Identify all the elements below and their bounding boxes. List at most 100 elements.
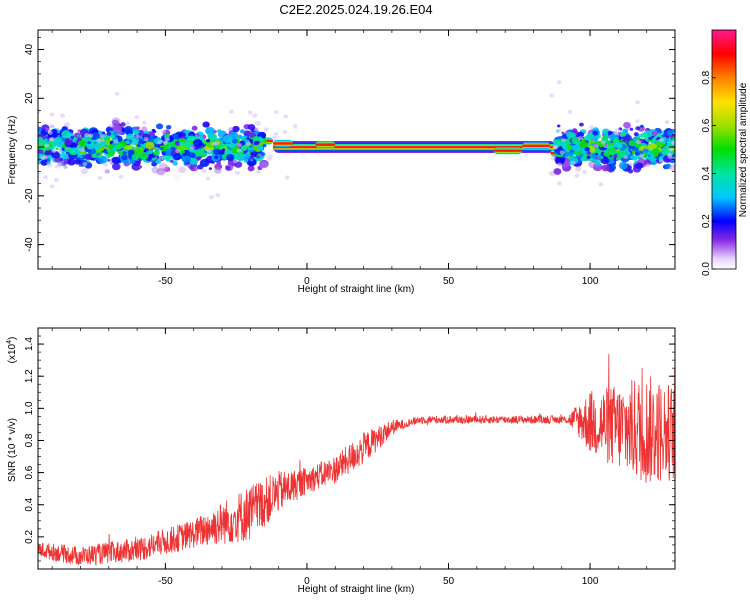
spectral-point [225, 149, 233, 156]
spectral-point [613, 141, 623, 149]
spectral-point [668, 147, 674, 152]
spectral-point [70, 135, 75, 139]
spectral-point [648, 136, 653, 141]
spectral-step [315, 143, 336, 146]
spectral-point [213, 155, 219, 160]
y-tick-label: -40 [24, 237, 35, 252]
spectral-point [81, 168, 88, 175]
spectral-point [132, 129, 140, 136]
spectral-point [556, 128, 562, 133]
spectral-point [672, 136, 675, 141]
spectral-point [113, 139, 119, 144]
spectral-point [77, 145, 81, 149]
y-tick-label: 1.0 [24, 401, 35, 415]
snr-y-label: SNR (10 * v/v) [7, 418, 18, 482]
spectral-point [232, 159, 238, 164]
colorbar: 0.0 0.2 0.4 0.6 0.8 Normalized spectral ampl… [701, 29, 749, 276]
spectral-point [667, 154, 673, 159]
spectral-point [260, 152, 266, 157]
spectral-point [79, 147, 85, 152]
spectral-point [613, 131, 619, 136]
spectral-point [135, 134, 141, 139]
spectral-point [252, 136, 260, 142]
spectral-point [138, 165, 143, 169]
spectral-point [188, 152, 196, 159]
spectral-point [106, 131, 112, 136]
spectral-point [215, 193, 221, 198]
spectral-point [663, 136, 667, 140]
spectral-point [243, 158, 249, 163]
spectral-point [574, 173, 580, 178]
spectral-point [640, 124, 644, 128]
spectral-band [272, 146, 557, 148]
spectral-point [172, 174, 181, 181]
spectral-point [126, 133, 135, 141]
spectral-point [628, 162, 634, 167]
spectral-point [292, 124, 298, 129]
spectral-point [575, 166, 582, 172]
colorbar-tick-label: 0.6 [701, 118, 712, 132]
spectral-point [628, 139, 637, 147]
spectral-point [567, 109, 573, 114]
spectral-point [127, 149, 135, 156]
spectral-point [586, 155, 591, 160]
spectral-point [552, 145, 558, 150]
spectral-point [247, 124, 256, 131]
spectral-point [569, 149, 575, 154]
spectrogram-x-ticks: -50 0 50 100 [51, 30, 676, 287]
spectral-point [588, 160, 598, 169]
spectral-point [271, 135, 277, 140]
spectral-point [57, 149, 63, 154]
spectral-point [47, 163, 53, 168]
spectrogram-x-label: Height of straight line (km) [298, 284, 415, 295]
spectral-point [64, 122, 71, 128]
spectral-point [658, 138, 664, 143]
spectral-point [43, 175, 49, 180]
spectral-point [60, 113, 66, 118]
spectral-point [658, 159, 664, 164]
spectral-point [93, 142, 102, 150]
spectral-point [134, 115, 140, 120]
spectral-point [649, 154, 655, 159]
spectral-point [553, 168, 562, 175]
y-tick-label: 1.2 [24, 369, 35, 383]
spectral-point [582, 169, 588, 174]
spectral-point [133, 148, 141, 155]
spectral-point [561, 131, 565, 135]
colorbar-tick-label: 0.0 [701, 262, 712, 276]
spectral-point [577, 136, 583, 141]
spectral-point [627, 169, 634, 174]
spectral-point [51, 151, 61, 159]
spectral-point [173, 153, 182, 161]
y-tick-label: 40 [24, 44, 35, 56]
spectral-point [197, 150, 205, 157]
spectral-point [572, 128, 578, 133]
spectral-point [655, 140, 665, 148]
spectral-point [561, 138, 567, 143]
spectral-point [64, 139, 73, 146]
spectral-point [564, 151, 571, 157]
spectral-point [175, 149, 181, 154]
spectral-point [92, 153, 98, 159]
spectral-point [643, 130, 653, 139]
spectral-point [213, 148, 221, 155]
spectral-point [136, 143, 141, 148]
spectral-step [272, 142, 293, 145]
spectral-point [572, 145, 581, 152]
spectral-point [111, 156, 121, 164]
spectral-point [586, 132, 595, 139]
y-tick-label: 0.2 [24, 529, 35, 543]
spectral-point [172, 161, 178, 166]
spectral-point [577, 131, 585, 138]
spectral-point [156, 168, 166, 176]
spectral-point [99, 134, 105, 139]
spectral-point [623, 154, 629, 159]
spectral-point [189, 157, 198, 165]
spectral-point [44, 143, 50, 148]
spectral-point [239, 129, 246, 134]
spectral-point [158, 156, 164, 161]
spectral-point [165, 137, 171, 142]
spectral-point [125, 121, 131, 126]
spectral-point [629, 155, 635, 160]
spectral-point [112, 163, 121, 171]
